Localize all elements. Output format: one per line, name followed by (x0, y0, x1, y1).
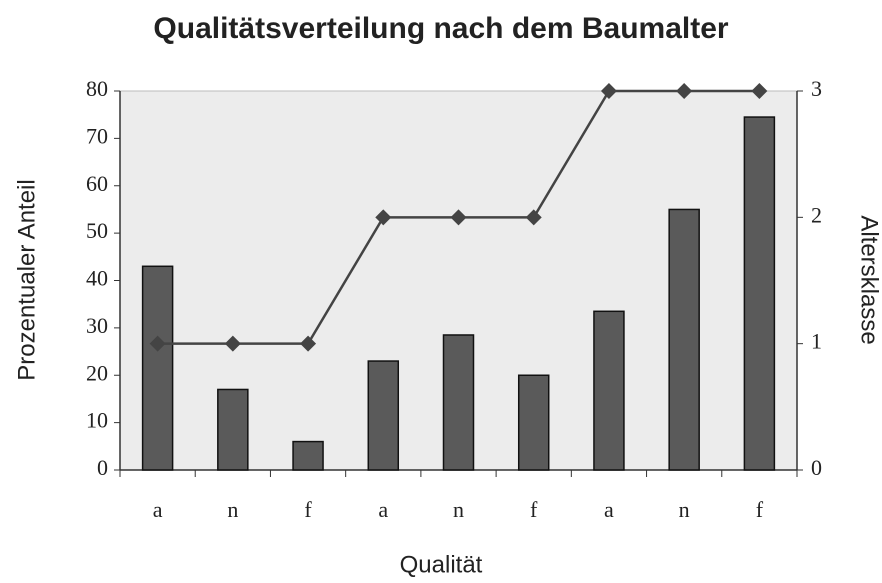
y-tick-label: 60 (86, 171, 108, 196)
marker (224, 335, 241, 352)
y-tick-label: 50 (86, 218, 108, 243)
bar (442, 334, 475, 471)
x-tick-label: a (604, 497, 614, 522)
x-tick-label: a (378, 497, 388, 522)
marker (450, 209, 467, 226)
y-tick-label: 30 (86, 313, 108, 338)
bar (217, 388, 249, 471)
marker (600, 83, 617, 99)
x-axis-title: Qualität (400, 551, 483, 578)
bar (517, 374, 550, 471)
bar (668, 208, 700, 471)
x-tick-label: a (153, 497, 163, 522)
marker (751, 83, 768, 99)
y2-tick-label: 0 (811, 455, 822, 480)
y-tick-label: 40 (86, 266, 108, 291)
x-tick-label: n (227, 497, 238, 522)
x-tick-label: f (304, 497, 312, 522)
y-tick-label: 0 (97, 455, 108, 480)
y-axis-title: Prozentualer Anteil (13, 179, 40, 380)
bar (292, 440, 324, 471)
bar (367, 360, 400, 471)
chart-title: Qualitätsverteilung nach dem Baumalter (153, 12, 728, 45)
x-tick-label: n (453, 497, 464, 522)
marker (676, 83, 693, 99)
marker (300, 335, 317, 352)
bar (141, 265, 174, 471)
y2-tick-label: 2 (811, 202, 822, 227)
y2-axis-title: Altersklasse (856, 215, 882, 344)
y-tick-label: 20 (86, 360, 108, 385)
y-tick-label: 70 (86, 123, 108, 148)
y-tick-label: 80 (86, 76, 108, 101)
bar (743, 116, 776, 471)
x-tick-label: n (679, 497, 690, 522)
y2-tick-label: 3 (811, 76, 822, 101)
marker (525, 209, 542, 226)
marker (375, 209, 392, 226)
x-tick-label: f (530, 497, 538, 522)
marker (149, 335, 166, 352)
bar (593, 310, 625, 471)
x-tick-label: f (756, 497, 764, 522)
y2-tick-label: 1 (811, 329, 822, 354)
y-tick-label: 10 (86, 408, 108, 433)
